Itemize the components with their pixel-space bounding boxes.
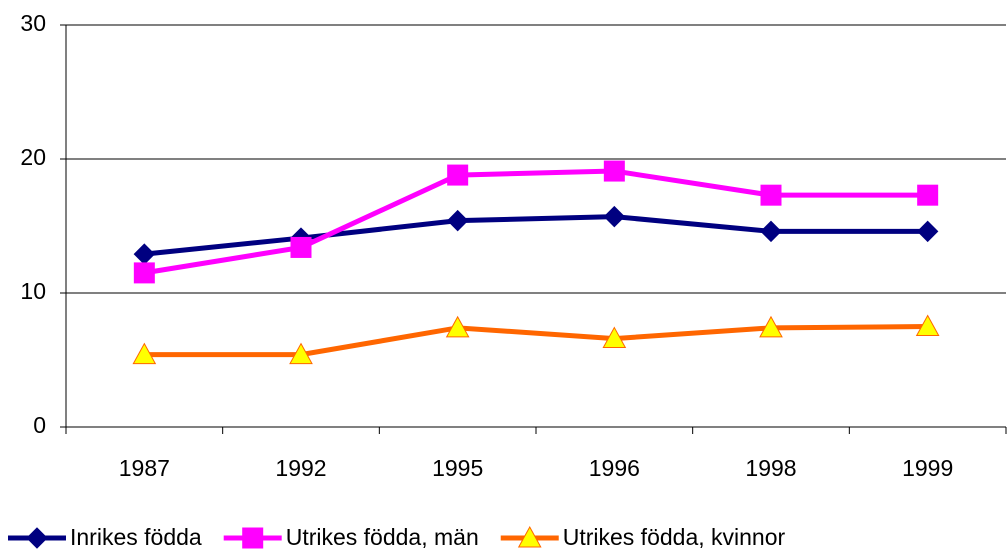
series-line bbox=[144, 214, 928, 257]
x-tick-label: 1998 bbox=[745, 455, 796, 481]
marker bbox=[916, 220, 939, 243]
y-tick-label: 20 bbox=[20, 144, 46, 170]
marker bbox=[242, 527, 264, 549]
y-tick-label: 10 bbox=[20, 278, 46, 304]
marker bbox=[603, 160, 625, 182]
marker bbox=[133, 262, 155, 284]
x-tick-label: 1996 bbox=[589, 455, 640, 481]
marker bbox=[517, 525, 542, 548]
marker bbox=[760, 220, 782, 243]
series-line bbox=[143, 168, 928, 276]
marker bbox=[759, 315, 783, 338]
y-tick-label: 0 bbox=[33, 412, 46, 438]
marker bbox=[915, 314, 940, 336]
x-tick-label: 1987 bbox=[119, 455, 170, 481]
marker bbox=[26, 527, 48, 549]
marker bbox=[602, 326, 627, 349]
marker bbox=[446, 209, 469, 232]
legend-label: Inrikes födda bbox=[70, 524, 202, 550]
x-tick-label: 1992 bbox=[275, 455, 326, 481]
marker bbox=[289, 342, 313, 365]
marker bbox=[447, 164, 469, 186]
x-tick-label: 1999 bbox=[902, 455, 953, 481]
marker bbox=[445, 315, 470, 338]
marker bbox=[917, 184, 939, 206]
marker bbox=[760, 184, 782, 206]
series-line bbox=[144, 324, 928, 358]
marker bbox=[603, 205, 626, 228]
x-tick-label: 1995 bbox=[432, 455, 483, 481]
legend-label: Utrikes födda, män bbox=[286, 524, 479, 550]
marker bbox=[132, 342, 157, 365]
legend-item: Inrikes födda bbox=[8, 524, 202, 550]
marker bbox=[290, 236, 312, 258]
legend-item: Utrikes födda, kvinnor bbox=[500, 524, 786, 550]
legend-item: Utrikes födda, män bbox=[223, 524, 479, 550]
y-tick-label: 30 bbox=[20, 10, 46, 36]
legend-label: Utrikes födda, kvinnor bbox=[563, 524, 786, 550]
